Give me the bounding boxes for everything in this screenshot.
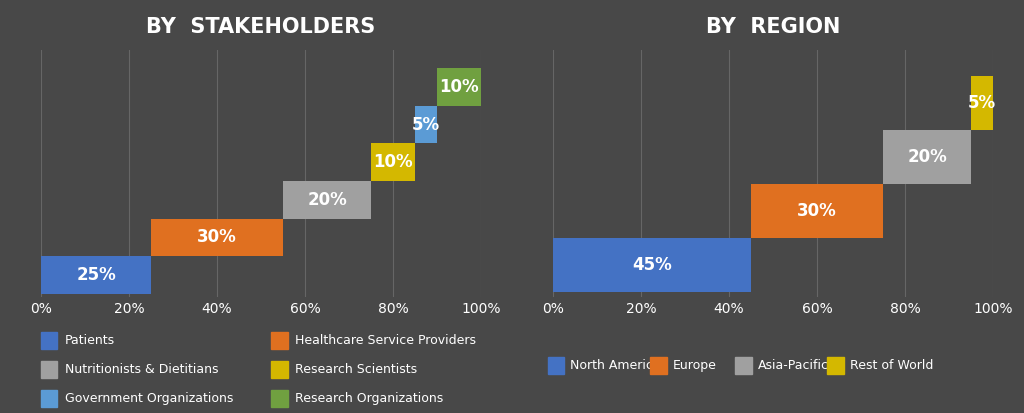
Text: Healthcare Service Providers: Healthcare Service Providers xyxy=(295,334,476,347)
Text: Asia-Pacific: Asia-Pacific xyxy=(758,359,828,372)
Text: 30%: 30% xyxy=(798,202,837,220)
Text: 10%: 10% xyxy=(374,153,413,171)
Text: 20%: 20% xyxy=(307,191,347,209)
Bar xyxy=(883,131,971,184)
Text: Research Organizations: Research Organizations xyxy=(295,392,443,405)
Bar xyxy=(41,256,152,294)
Bar xyxy=(152,218,283,256)
Bar xyxy=(752,184,883,238)
Text: 5%: 5% xyxy=(413,116,440,134)
Text: 5%: 5% xyxy=(969,95,996,112)
Text: Rest of World: Rest of World xyxy=(850,359,933,372)
Text: Europe: Europe xyxy=(673,359,717,372)
Text: 10%: 10% xyxy=(439,78,479,96)
Bar xyxy=(283,181,371,218)
Title: BY  STAKEHOLDERS: BY STAKEHOLDERS xyxy=(146,17,376,37)
Text: North America: North America xyxy=(570,359,662,372)
Bar xyxy=(553,238,752,292)
Bar xyxy=(371,143,416,181)
Title: BY  REGION: BY REGION xyxy=(706,17,841,37)
Text: 25%: 25% xyxy=(76,266,116,284)
Text: Nutritionists & Dietitians: Nutritionists & Dietitians xyxy=(65,363,218,376)
Text: Research Scientists: Research Scientists xyxy=(295,363,417,376)
Bar xyxy=(971,76,993,131)
Bar xyxy=(416,106,437,143)
Text: 45%: 45% xyxy=(632,256,672,274)
Text: 30%: 30% xyxy=(198,228,237,246)
Bar xyxy=(437,68,481,106)
Text: 20%: 20% xyxy=(907,148,947,166)
Text: Government Organizations: Government Organizations xyxy=(65,392,232,405)
Text: Patients: Patients xyxy=(65,334,115,347)
